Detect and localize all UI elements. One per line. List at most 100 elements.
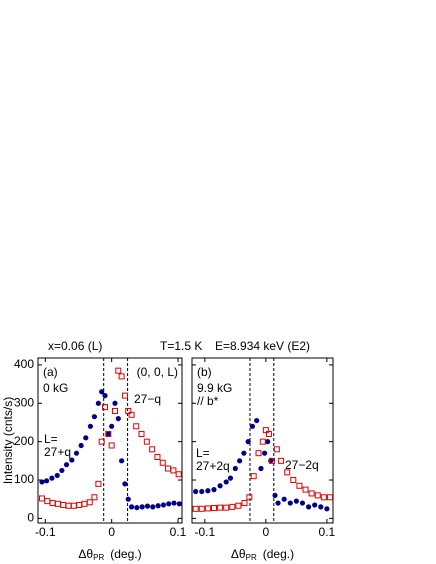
data-point: [91, 414, 98, 420]
data-point: [105, 430, 112, 437]
data-point: [293, 498, 299, 504]
data-point: [144, 503, 151, 509]
data-point: [122, 481, 128, 487]
data-point: [229, 503, 236, 510]
x-tick-label: 0: [108, 525, 115, 539]
data-point: [262, 450, 268, 456]
data-point: [171, 500, 177, 506]
data-point: [326, 494, 333, 501]
field-label: 9.9 kG: [197, 381, 232, 395]
data-point: [227, 475, 234, 481]
data-point: [54, 472, 60, 479]
x-axis-label-part: PR: [93, 553, 104, 562]
data-point: [125, 496, 131, 502]
data-point: [312, 502, 318, 508]
data-point: [49, 475, 55, 481]
data-point: [223, 479, 229, 485]
data-point: [254, 417, 260, 424]
data-point: [73, 450, 80, 456]
data-point: [314, 492, 321, 499]
data-point: [149, 446, 156, 453]
data-point: [241, 450, 247, 456]
data-point: [91, 494, 98, 501]
data-point: [278, 457, 285, 464]
data-point: [102, 393, 108, 399]
data-point: [265, 430, 272, 437]
data-point: [232, 465, 238, 472]
index-label: (0, 0, L): [137, 365, 178, 379]
y-tick-label: 400: [14, 357, 34, 371]
data-point: [170, 467, 177, 474]
data-point: [259, 438, 266, 445]
data-point: [318, 504, 324, 510]
data-point: [118, 373, 125, 380]
data-point: [54, 500, 61, 507]
data-point: [305, 504, 312, 510]
data-point: [250, 473, 257, 480]
annotation: L=: [44, 432, 58, 446]
data-point: [299, 500, 306, 506]
x-tick-label: 0: [263, 525, 270, 539]
data-point: [284, 469, 291, 476]
header: T=1.5 K: [160, 339, 202, 353]
annotation: L=: [196, 446, 210, 460]
data-point: [268, 457, 275, 464]
data-point: [44, 478, 50, 484]
annotation: 27−q: [134, 392, 161, 406]
data-point: [63, 462, 70, 468]
data-point: [143, 438, 150, 445]
data-point: [78, 442, 84, 449]
data-point: [217, 504, 224, 511]
data-point: [99, 389, 105, 395]
data-point: [69, 457, 75, 463]
data-point: [139, 504, 145, 510]
x-axis-label-part: Δθ: [231, 547, 246, 561]
x-tick-label: -0.1: [194, 525, 215, 539]
data-point: [255, 450, 262, 457]
data-point: [159, 459, 166, 466]
x-tick-label: 0.1: [319, 525, 336, 539]
data-point: [49, 500, 56, 507]
data-point: [128, 504, 135, 510]
data-point: [204, 505, 211, 512]
data-point: [81, 500, 88, 507]
y-tick-label: 300: [14, 395, 34, 409]
x-axis-label: ΔθPR (deg.): [231, 547, 294, 562]
y-tick-label: 200: [14, 434, 34, 448]
data-point: [192, 505, 199, 512]
x-axis-label-part: (deg.): [110, 547, 141, 561]
data-point: [175, 471, 182, 478]
data-point: [217, 483, 223, 489]
data-point: [302, 486, 309, 493]
data-point: [223, 504, 230, 511]
data-point: [160, 502, 167, 508]
data-point: [121, 392, 128, 399]
data-point: [324, 506, 330, 512]
field-label: // b*: [197, 394, 219, 408]
data-point: [108, 442, 115, 449]
data-point: [133, 423, 140, 430]
data-point: [154, 454, 161, 460]
data-point: [273, 446, 280, 453]
data-point: [83, 435, 89, 441]
data-point: [112, 400, 118, 406]
data-point: [111, 407, 118, 414]
data-point: [287, 500, 293, 506]
data-point: [128, 411, 135, 418]
panel-label: (a): [43, 365, 58, 379]
header: E=8.934 keV (E2): [215, 339, 310, 353]
x-tick-label: -0.1: [35, 525, 56, 539]
data-point: [98, 438, 105, 445]
data-point: [241, 500, 248, 507]
data-point: [44, 498, 51, 505]
data-point: [166, 501, 172, 507]
data-point: [134, 505, 140, 511]
data-point: [165, 465, 172, 472]
data-point: [38, 495, 45, 502]
panel-label: (b): [197, 365, 212, 379]
data-point: [109, 423, 115, 429]
data-point: [210, 505, 217, 512]
data-point: [60, 501, 67, 508]
x-axis-label-part: PR: [246, 553, 257, 562]
